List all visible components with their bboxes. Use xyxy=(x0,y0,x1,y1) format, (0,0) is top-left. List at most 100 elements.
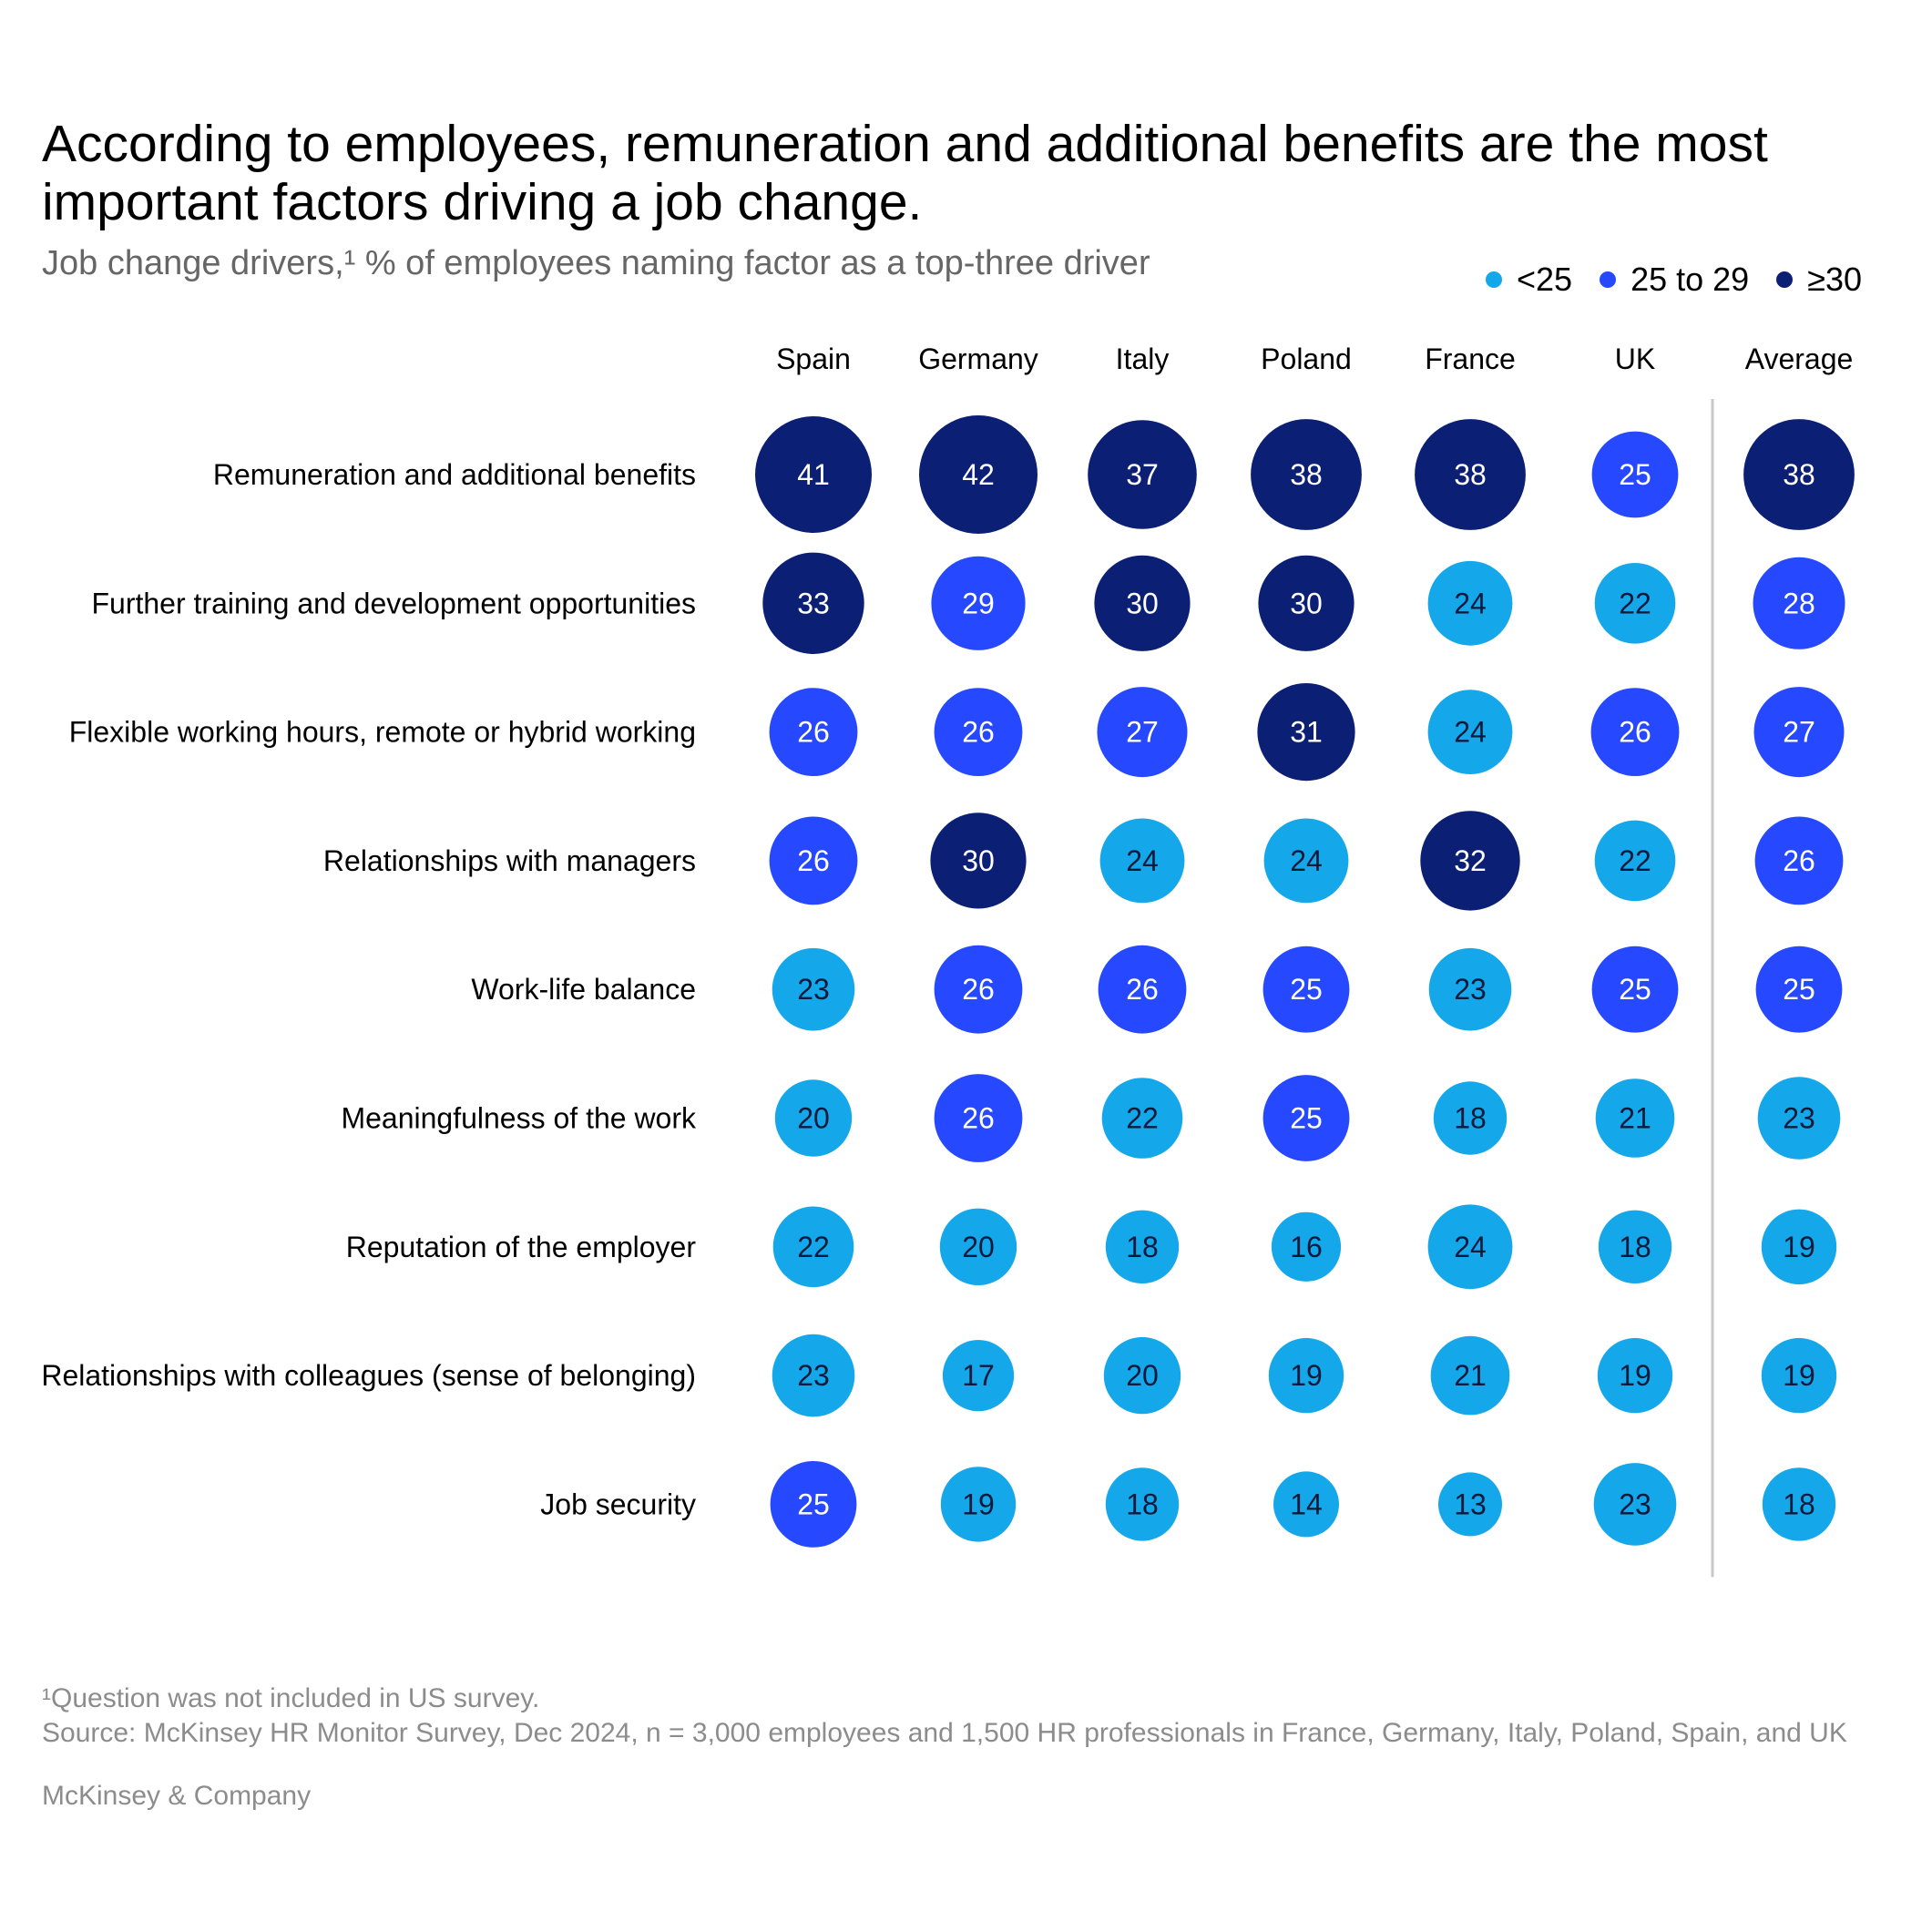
bubble-uk xyxy=(1597,1337,1673,1414)
bubble-italy xyxy=(1098,945,1187,1034)
legend-label-mid: 25 to 29 xyxy=(1630,261,1750,298)
bubble-poland xyxy=(1251,419,1362,530)
bubble-value-label: 25 xyxy=(797,1487,830,1520)
bubble-spain xyxy=(769,816,858,905)
bubble-value-label: 14 xyxy=(1290,1487,1323,1520)
bubble-france xyxy=(1427,1204,1513,1290)
row-label: Flexible working hours, remote or hybrid… xyxy=(69,716,696,749)
bubble-value-label: 16 xyxy=(1290,1231,1323,1263)
bubble-value-label: 23 xyxy=(797,1359,830,1392)
bubble-value-label: 23 xyxy=(1783,1102,1815,1135)
legend-dot-high xyxy=(1776,271,1794,288)
column-header-uk: UK xyxy=(1615,342,1655,375)
bubble-value-label: 19 xyxy=(1619,1359,1651,1392)
bubble-value-label: 21 xyxy=(1619,1102,1651,1135)
bubble-value-label: 32 xyxy=(1454,844,1487,877)
bubble-value-label: 25 xyxy=(1619,458,1651,491)
bubble-uk xyxy=(1590,688,1680,776)
row-label: Relationships with managers xyxy=(323,844,696,877)
bubble-value-label: 27 xyxy=(1126,716,1159,749)
bubble-france xyxy=(1415,419,1526,530)
bubble-germany xyxy=(940,1467,1017,1542)
bubble-spain xyxy=(769,688,858,776)
bubble-spain xyxy=(762,552,864,654)
bubble-poland xyxy=(1262,946,1350,1033)
column-header-france: France xyxy=(1425,342,1516,375)
bubble-uk xyxy=(1591,946,1679,1033)
bubble-value-label: 20 xyxy=(797,1102,830,1135)
bubble-average xyxy=(1761,1337,1837,1414)
bubble-value-label: 23 xyxy=(1619,1487,1651,1520)
bubble-france xyxy=(1427,560,1513,646)
legend-dot-mid xyxy=(1600,271,1617,288)
bubble-value-label: 22 xyxy=(1126,1102,1159,1135)
bubble-value-label: 38 xyxy=(1454,458,1487,491)
bubble-uk xyxy=(1598,1210,1672,1284)
bubble-value-label: 18 xyxy=(1126,1487,1159,1520)
bubble-france xyxy=(1420,811,1520,911)
bubble-france xyxy=(1428,947,1512,1031)
bubble-average xyxy=(1754,816,1844,905)
bubble-value-label: 19 xyxy=(962,1487,995,1520)
bubble-value-label: 38 xyxy=(1290,458,1323,491)
bubble-italy xyxy=(1097,687,1188,778)
bubble-france xyxy=(1427,690,1513,774)
bubble-average xyxy=(1743,419,1855,530)
bubble-spain xyxy=(772,1206,854,1288)
bubble-value-label: 13 xyxy=(1454,1487,1487,1520)
bubble-average xyxy=(1757,1077,1841,1160)
bubble-germany xyxy=(919,415,1038,534)
bubble-poland xyxy=(1262,1075,1350,1161)
bubble-poland xyxy=(1258,555,1354,651)
column-header-average: Average xyxy=(1745,342,1854,375)
bubble-value-label: 19 xyxy=(1783,1231,1815,1263)
footnote-block: ¹Question was not included in US survey.… xyxy=(42,1682,1847,1751)
bubble-value-label: 26 xyxy=(1783,844,1815,877)
bubble-value-label: 26 xyxy=(962,716,995,749)
bubble-italy xyxy=(1105,1467,1180,1541)
bubble-value-label: 30 xyxy=(1290,587,1323,619)
bubble-value-label: 26 xyxy=(962,973,995,1006)
bubble-value-label: 26 xyxy=(1619,716,1651,749)
bubble-italy xyxy=(1099,818,1185,904)
bubble-value-label: 18 xyxy=(1619,1231,1651,1263)
row-label: Relationships with colleagues (sense of … xyxy=(41,1359,696,1392)
bubble-value-label: 25 xyxy=(1290,1102,1323,1135)
bubble-poland xyxy=(1257,683,1355,782)
bubble-value-label: 26 xyxy=(1126,973,1159,1006)
column-header-italy: Italy xyxy=(1116,342,1170,375)
bubble-spain xyxy=(774,1079,853,1157)
bubble-spain xyxy=(755,416,872,533)
bubble-uk xyxy=(1594,820,1676,902)
bubble-value-label: 20 xyxy=(962,1231,995,1263)
legend-item-mid: 25 to 29 xyxy=(1600,261,1749,299)
legend-dot-low xyxy=(1485,271,1502,288)
bubble-italy xyxy=(1094,555,1191,651)
row-label: Remuneration and additional benefits xyxy=(213,458,696,491)
bubble-spain xyxy=(772,947,855,1031)
bubble-germany xyxy=(930,813,1027,909)
bubble-uk xyxy=(1591,431,1679,518)
bubble-value-label: 26 xyxy=(962,1102,995,1135)
bubble-value-label: 20 xyxy=(1126,1359,1159,1392)
bubble-value-label: 42 xyxy=(962,458,995,491)
bubble-average xyxy=(1761,1209,1837,1285)
bubble-value-label: 27 xyxy=(1783,716,1815,749)
row-label: Reputation of the employer xyxy=(346,1231,697,1263)
bubble-value-label: 25 xyxy=(1290,973,1323,1006)
row-label: Meaningfulness of the work xyxy=(341,1102,697,1135)
bubble-germany xyxy=(931,556,1026,650)
bubble-italy xyxy=(1105,1210,1180,1284)
bubble-value-label: 24 xyxy=(1454,587,1487,619)
bubble-average xyxy=(1762,1467,1836,1541)
bubble-value-label: 28 xyxy=(1783,587,1815,619)
bubble-value-label: 24 xyxy=(1126,844,1159,877)
chart-subtitle: Job change drivers,¹ % of employees nami… xyxy=(42,244,1150,282)
row-label: Further training and development opportu… xyxy=(91,587,696,619)
bubble-italy xyxy=(1103,1336,1181,1415)
bubble-value-label: 18 xyxy=(1126,1231,1159,1263)
bubble-value-label: 22 xyxy=(1619,587,1651,619)
brand-name: McKinsey & Company xyxy=(42,1781,312,1811)
bubble-value-label: 23 xyxy=(1454,973,1487,1006)
bubble-value-label: 29 xyxy=(962,587,995,619)
